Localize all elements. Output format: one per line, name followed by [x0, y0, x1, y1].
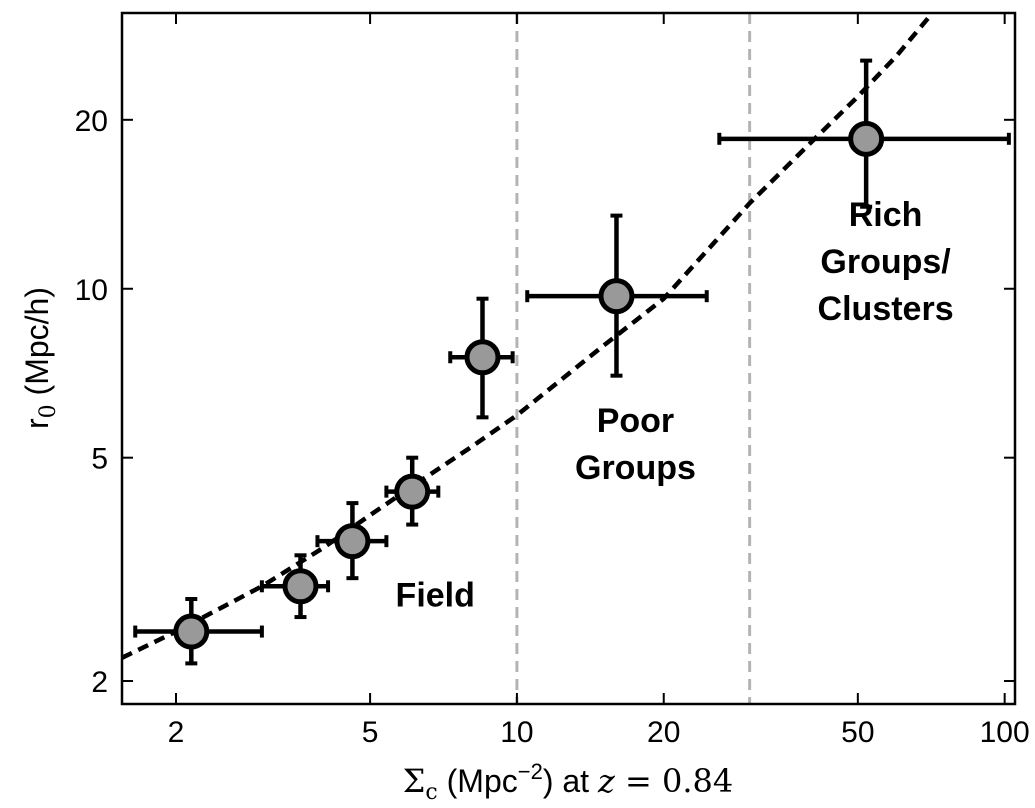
x-axis-label: Σc (Mpc−2) at z = 0.84: [403, 759, 733, 805]
data-point-6: [848, 120, 885, 157]
data-point-2: [334, 523, 371, 560]
annotation-2: Rich Groups/Clusters: [818, 196, 954, 328]
tick-layer: 2 5 10 20 50 100 2 5 10 20: [75, 13, 1030, 749]
data-point-4: [464, 339, 501, 376]
annotation-2-line-0: Rich: [849, 196, 923, 234]
annotation-1-line-1: Groups: [575, 449, 696, 487]
y-label-subscript: 0: [36, 404, 61, 418]
x-label-symbol: Σ: [403, 762, 426, 800]
x-label-z-value: = 0.84: [615, 762, 733, 800]
fit-curve-layer: [122, 15, 931, 660]
x-tick-label-0: 2: [168, 716, 185, 749]
x-label-unit-open: (Mpc: [438, 763, 518, 799]
annotation-2-line-2: Clusters: [818, 290, 954, 328]
x-label-subscript: c: [425, 780, 437, 805]
y-label-unit: (Mpc/h): [19, 287, 55, 404]
annotation-0: Field: [396, 577, 475, 615]
plot-frame: [120, 11, 1017, 706]
x-tick-label-5: 100: [980, 716, 1030, 749]
y-tick-label-0: 2: [91, 666, 108, 699]
data-point-0: [173, 613, 210, 650]
y-tick-label-3: 20: [75, 105, 108, 138]
data-point-1: [282, 568, 319, 605]
y-tick-label-2: 10: [75, 274, 108, 307]
annotation-1-line-0: Poor: [597, 402, 674, 440]
annotation-0-line-0: Field: [396, 577, 475, 615]
annotation-layer: Field Poor Groups Rich Groups/Clusters: [396, 196, 954, 615]
y-axis-label: r0 (Mpc/h): [19, 287, 61, 429]
x-label-unit-exp: −2: [518, 759, 543, 784]
x-label-unit-close: ) at: [543, 763, 598, 799]
x-label-z-var: z: [597, 762, 616, 800]
x-tick-label-2: 10: [500, 716, 533, 749]
annotation-1: Poor Groups: [575, 402, 696, 487]
fit-curve: [122, 15, 931, 660]
point-layer: [173, 120, 885, 650]
y-tick-label-1: 5: [91, 443, 108, 476]
annotation-2-line-1: Groups/: [820, 243, 951, 281]
x-tick-label-3: 20: [647, 716, 680, 749]
x-tick-label-4: 50: [841, 716, 874, 749]
vline-layer: [515, 13, 752, 704]
data-point-5: [598, 278, 635, 315]
data-point-3: [394, 473, 431, 510]
y-label-symbol: r: [19, 418, 55, 429]
x-tick-label-1: 5: [362, 716, 379, 749]
